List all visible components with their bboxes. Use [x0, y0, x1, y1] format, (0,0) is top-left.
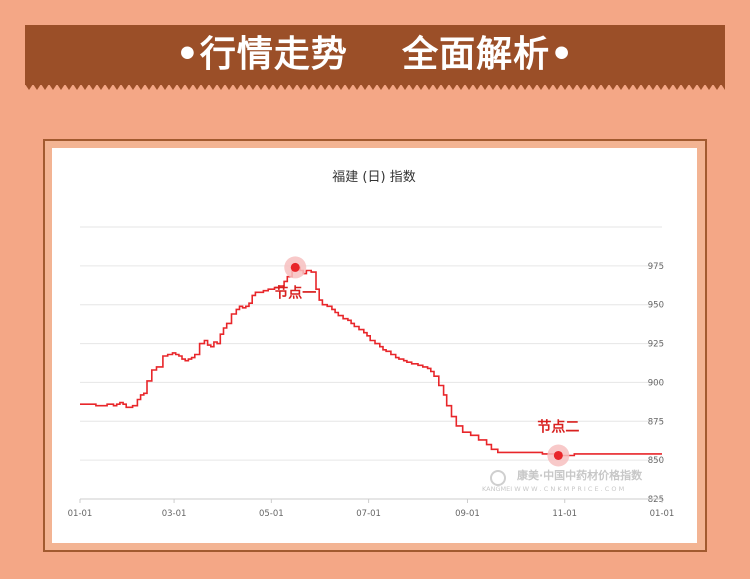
x-tick-label: 05-01 [259, 509, 284, 519]
y-tick-label: 950 [648, 301, 664, 311]
node-marker [290, 262, 300, 272]
y-tick-label: 900 [648, 378, 664, 388]
node-label: 节点一 [274, 284, 316, 301]
x-tick-label: 07-01 [356, 509, 381, 519]
banner-title: •行情走势 全面解析• [175, 34, 575, 75]
y-tick-label: 850 [648, 456, 664, 466]
header-banner [25, 25, 725, 85]
watermark-logo-icon [490, 470, 506, 486]
y-tick-label: 975 [648, 262, 664, 272]
line-chart: 福建 (日) 指数 825 850 875 900 925 950 975 01-01 03-01… [68, 170, 675, 519]
y-tick-label: 925 [648, 340, 664, 350]
chart-title: 福建 (日) 指数 [332, 170, 415, 185]
node-marker [553, 450, 563, 460]
watermark-url: KANGMEI W W W . C N K M P R I C E . C O … [482, 485, 624, 493]
x-tick-label: 11-01 [552, 509, 577, 519]
chart-card: 福建 (日) 指数 825 850 875 900 925 950 975 01-01 03-01… [52, 148, 697, 543]
watermark-brand: 康美·中国中药材价格指数 [517, 468, 643, 482]
banner-zigzag-edge [25, 84, 725, 90]
y-tick-label: 825 [648, 495, 664, 505]
node-label: 节点二 [537, 418, 579, 435]
x-tick-label: 01-01 [650, 509, 675, 519]
y-tick-label: 875 [648, 417, 664, 427]
x-tick-label: 09-01 [455, 509, 480, 519]
x-tick-label: 03-01 [162, 509, 187, 519]
series-line [80, 266, 662, 457]
x-tick-label: 01-01 [68, 509, 93, 519]
